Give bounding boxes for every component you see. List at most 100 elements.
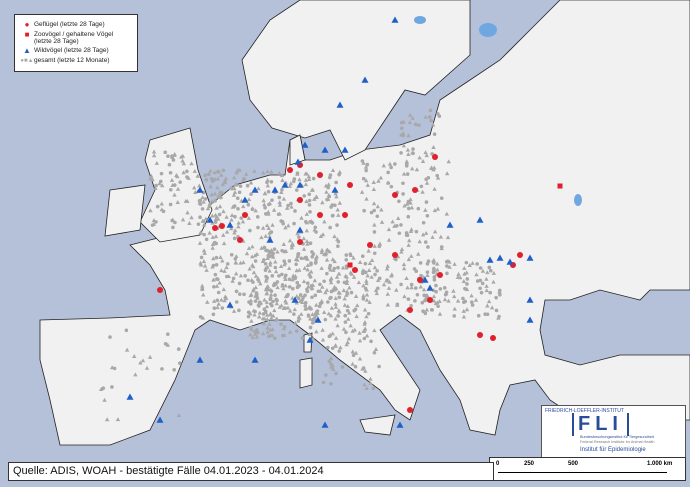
total-case-marker: [283, 300, 289, 305]
total-case-marker: [224, 265, 229, 270]
total-case-marker: [393, 162, 397, 166]
total-case-marker: [342, 280, 347, 285]
wild-bird-case-marker: [496, 254, 504, 261]
total-case-marker: [229, 217, 234, 222]
total-case-marker: [284, 273, 288, 278]
total-case-marker: [230, 186, 234, 191]
total-case-marker: [401, 266, 407, 271]
total-case-marker: [151, 149, 157, 154]
total-case-marker: [427, 115, 432, 119]
total-case-marker: [435, 206, 441, 211]
total-case-marker: [150, 177, 155, 182]
total-case-marker: [282, 259, 287, 263]
total-case-marker: [270, 327, 275, 332]
total-case-marker: [217, 204, 223, 209]
total-case-marker: [404, 201, 410, 206]
total-case-marker: [331, 287, 337, 292]
total-case-marker: [265, 325, 270, 330]
total-case-marker: [169, 177, 175, 182]
wild-bird-case-marker: [266, 236, 274, 243]
scale-tick-label: 0: [496, 461, 500, 467]
total-case-marker: [361, 160, 366, 165]
total-case-marker: [212, 191, 218, 196]
total-case-marker: [336, 271, 341, 276]
total-case-marker: [377, 276, 382, 281]
total-case-marker: [365, 182, 370, 187]
total-case-marker: [286, 266, 292, 270]
total-case-marker: [242, 176, 246, 181]
total-case-marker: [435, 300, 440, 305]
total-case-marker: [371, 201, 377, 206]
wild-bird-case-marker: [476, 216, 484, 223]
total-case-marker: [399, 151, 403, 155]
total-case-marker: [180, 217, 186, 222]
total-case-marker: [420, 189, 425, 194]
total-case-marker: [211, 256, 216, 261]
total-case-marker: [273, 259, 278, 264]
triangle-icon: ▲: [23, 46, 31, 55]
scale-bar: 0 250 500 1.000 km: [489, 457, 686, 481]
total-case-marker: [248, 180, 254, 185]
total-case-marker: [307, 331, 312, 336]
total-case-marker: [320, 284, 325, 289]
total-case-marker: [480, 268, 486, 273]
total-case-marker: [225, 262, 230, 266]
total-case-marker: [494, 295, 498, 300]
wild-bird-case-marker: [391, 16, 399, 23]
poultry-case-marker: [212, 225, 218, 231]
poultry-case-marker: [317, 172, 323, 178]
total-case-marker: [265, 329, 270, 334]
total-case-marker: [176, 347, 181, 351]
total-case-marker: [345, 304, 351, 309]
total-case-marker: [327, 359, 332, 364]
total-case-marker: [283, 225, 288, 230]
total-case-marker: [239, 216, 244, 220]
total-case-marker: [303, 182, 309, 187]
total-case-marker: [198, 202, 203, 206]
total-case-marker: [417, 155, 422, 160]
total-case-marker: [246, 310, 251, 315]
total-case-marker: [203, 173, 208, 178]
total-case-marker: [363, 164, 369, 169]
total-case-marker: [271, 313, 276, 318]
total-case-marker: [439, 196, 444, 200]
total-case-marker: [158, 179, 163, 184]
total-case-marker: [303, 304, 308, 308]
total-case-marker: [332, 259, 337, 264]
total-case-marker: [178, 180, 182, 184]
total-case-marker: [406, 297, 411, 301]
total-case-marker: [373, 347, 379, 351]
total-case-marker: [277, 202, 283, 207]
total-case-marker: [186, 175, 191, 180]
wild-bird-case-marker: [206, 216, 214, 223]
total-case-marker: [366, 248, 371, 253]
total-case-marker: [483, 312, 487, 316]
total-case-marker: [417, 123, 421, 127]
total-case-marker: [201, 199, 206, 204]
total-case-marker: [214, 283, 220, 288]
total-case-marker: [365, 273, 370, 278]
total-case-marker: [312, 278, 318, 283]
total-case-marker: [494, 308, 499, 313]
total-case-marker: [181, 170, 186, 175]
total-case-marker: [444, 291, 449, 296]
total-case-marker: [189, 215, 194, 220]
total-case-marker: [246, 278, 250, 283]
total-case-marker: [336, 244, 340, 249]
sicily: [359, 414, 396, 436]
total-case-marker: [305, 267, 310, 272]
total-case-marker: [287, 238, 293, 243]
wild-bird-case-marker: [291, 296, 299, 303]
poultry-case-marker: [427, 297, 433, 303]
total-case-marker: [344, 281, 350, 286]
total-case-marker: [344, 258, 349, 262]
total-case-marker: [357, 338, 363, 343]
total-case-marker: [432, 275, 437, 279]
total-case-marker: [389, 184, 394, 189]
total-case-marker: [318, 288, 323, 293]
total-case-marker: [215, 176, 221, 181]
total-case-marker: [266, 211, 271, 216]
total-case-marker: [464, 287, 470, 292]
